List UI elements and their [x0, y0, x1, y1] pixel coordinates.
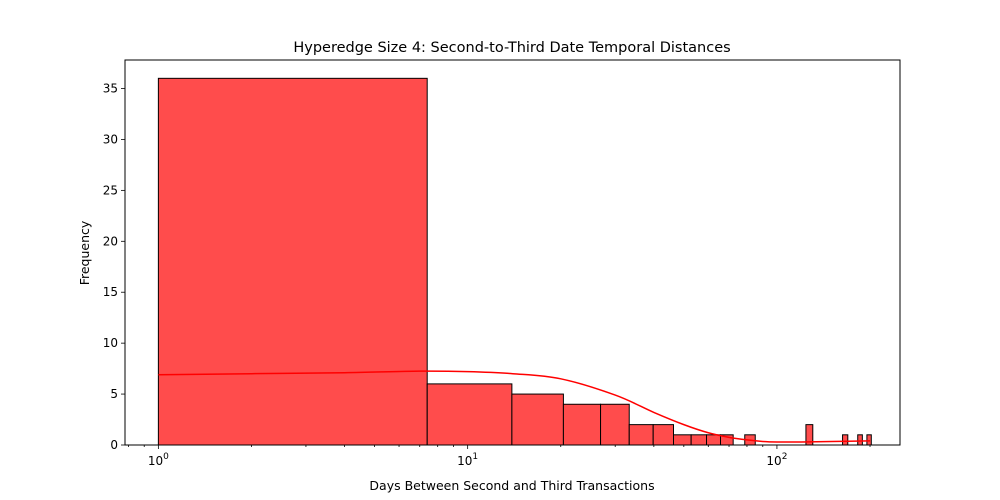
y-tick-label-6: 30	[103, 132, 118, 146]
x-tick-label-1: 101	[457, 452, 478, 468]
histogram-bar-9	[706, 434, 722, 446]
y-tick-label-7: 35	[103, 82, 118, 96]
x-axis-label: Days Between Second and Third Transactio…	[369, 478, 654, 493]
histogram-bar-13	[842, 434, 849, 446]
y-tick-label-1: 5	[110, 387, 118, 401]
chart-title: Hyperedge Size 4: Second-to-Third Date T…	[293, 40, 730, 56]
kde-layer	[158, 370, 871, 443]
y-tick-label-4: 20	[103, 234, 118, 248]
histogram-bar-8	[690, 434, 708, 446]
histogram-bar-2	[511, 393, 564, 446]
plot-frame	[124, 59, 901, 446]
histogram-bar-14	[857, 434, 863, 446]
y-tick-label-0: 0	[110, 438, 118, 452]
y-tick-label-2: 10	[103, 336, 118, 350]
histogram-bar-6	[652, 424, 674, 446]
histogram-bar-1	[426, 383, 513, 446]
x-tick-label-2: 102	[766, 452, 787, 468]
histogram-bar-4	[600, 403, 630, 446]
histogram-bar-0	[157, 77, 428, 446]
histogram-bar-7	[673, 434, 692, 446]
histogram-bar-3	[562, 403, 602, 446]
y-axis-ticks: 0 5 10 15 20 25 30 35	[103, 82, 125, 452]
histogram-bar-5	[628, 424, 654, 446]
y-tick-label-3: 15	[103, 285, 118, 299]
x-tick-label-0: 100	[148, 452, 169, 468]
y-tick-label-5: 25	[103, 183, 118, 197]
histogram-bar-15	[866, 434, 872, 446]
bars-layer	[157, 77, 872, 446]
kde-curve	[158, 370, 871, 443]
y-axis-label: Frequency	[77, 220, 92, 285]
x-axis-ticks: 100 101 102	[127, 445, 871, 468]
